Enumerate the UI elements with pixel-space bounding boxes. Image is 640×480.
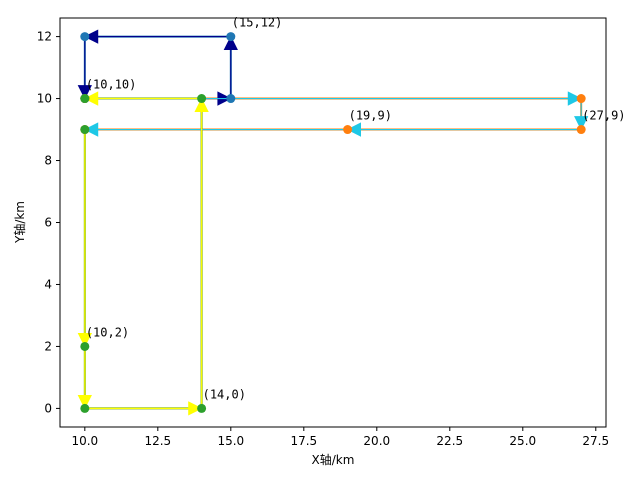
point-annotation: (10,10) (86, 78, 137, 92)
plot-background (60, 18, 606, 427)
point-annotation: (14,0) (203, 387, 246, 401)
series-3-arrow-head (77, 333, 92, 348)
series-1-arrow-head (83, 29, 99, 44)
y-axis-ticks: 0 2 4 6 8 10 12 (37, 30, 60, 415)
y-tick-label: 0 (44, 401, 52, 415)
series-1-marker (80, 32, 90, 42)
y-tick-label: 2 (44, 339, 52, 353)
y-tick-label: 4 (44, 277, 52, 291)
series-2-arrow-head (574, 116, 589, 131)
series-1-arrow-head (223, 35, 238, 50)
x-tick-label: 15.0 (217, 434, 244, 448)
series-2-marker (576, 94, 586, 104)
series-1-marker (226, 94, 236, 104)
series-1-arrow-head (77, 85, 92, 100)
series-3-marker (80, 403, 90, 413)
y-axis-label: Y轴/km (12, 201, 27, 244)
point-annotation: (15,12) (232, 16, 283, 30)
x-tick-label: 12.5 (144, 434, 171, 448)
y-tick-label: 8 (44, 154, 52, 168)
x-tick-label: 27.5 (582, 434, 609, 448)
x-tick-label: 20.0 (363, 434, 390, 448)
point-annotations: (15,12) (10,10) (19,9) (27,9) (10,2) (14,0) (86, 16, 626, 402)
series-3-marker (197, 403, 207, 413)
series-3-arrow-head (83, 91, 99, 106)
series-3-marker (80, 94, 90, 104)
series-2-arrow-head (83, 122, 99, 137)
y-tick-label: 6 (44, 216, 52, 230)
series-arrows (77, 29, 589, 416)
series-3-arrow-head (194, 97, 209, 112)
point-annotation: (27,9) (582, 109, 625, 123)
x-axis-label: X轴/km (312, 452, 355, 467)
point-annotation: (19,9) (349, 109, 392, 123)
series-3-arrow-head (188, 401, 203, 416)
series-3-marker (197, 94, 207, 104)
x-tick-label: 10.0 (71, 434, 98, 448)
x-tick-label: 25.0 (509, 434, 536, 448)
series-3-marker (80, 125, 90, 135)
x-tick-label: 17.5 (290, 434, 317, 448)
y-tick-label: 10 (37, 92, 52, 106)
x-tick-label: 22.5 (436, 434, 463, 448)
x-axis-ticks: 10.0 12.5 15.0 17.5 20.0 22.5 25.0 27.5 (71, 427, 609, 448)
y-tick-label: 12 (37, 30, 52, 44)
point-annotation: (10,2) (86, 325, 129, 339)
series-1-marker (226, 32, 236, 42)
series-2-arrow-head (346, 122, 362, 137)
series-2-marker (576, 125, 586, 135)
series-3-marker (80, 341, 90, 351)
series-3-arrow-head (77, 395, 92, 410)
series-2-marker (343, 125, 353, 135)
series-2-arrow-head (567, 91, 583, 106)
series-markers (80, 32, 586, 413)
